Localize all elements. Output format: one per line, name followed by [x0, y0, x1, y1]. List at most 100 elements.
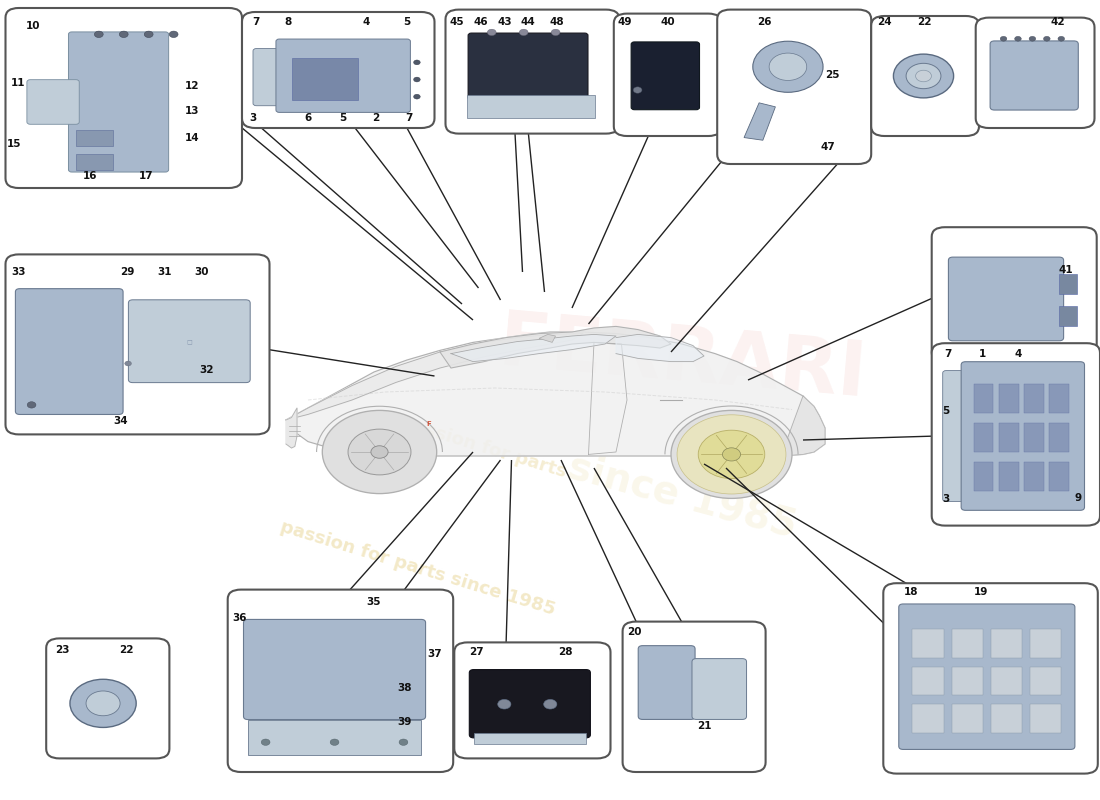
- Text: 11: 11: [10, 78, 25, 88]
- Text: 40: 40: [660, 17, 675, 26]
- Bar: [1059, 274, 1077, 294]
- Text: 4: 4: [1015, 350, 1022, 359]
- FancyBboxPatch shape: [46, 638, 169, 758]
- FancyBboxPatch shape: [899, 604, 1075, 750]
- Bar: [999, 423, 1019, 452]
- Circle shape: [70, 679, 136, 727]
- Text: passion for parts: passion for parts: [399, 414, 569, 482]
- Bar: [913, 704, 944, 733]
- Bar: [952, 704, 983, 733]
- Circle shape: [348, 429, 411, 475]
- Bar: [76, 154, 113, 170]
- Circle shape: [906, 63, 940, 89]
- Circle shape: [95, 31, 103, 38]
- Text: 33: 33: [11, 267, 26, 277]
- Circle shape: [322, 410, 437, 494]
- Text: 42: 42: [1050, 17, 1066, 26]
- Circle shape: [676, 414, 785, 494]
- Text: 45: 45: [449, 17, 464, 26]
- Bar: [1030, 630, 1062, 658]
- Bar: [1059, 306, 1077, 326]
- FancyBboxPatch shape: [943, 370, 966, 502]
- Text: 21: 21: [696, 721, 712, 730]
- FancyBboxPatch shape: [932, 343, 1100, 526]
- Text: 5: 5: [943, 406, 949, 416]
- Circle shape: [414, 77, 420, 82]
- FancyBboxPatch shape: [26, 80, 79, 124]
- Circle shape: [752, 42, 823, 92]
- Text: 7: 7: [253, 18, 260, 27]
- FancyBboxPatch shape: [638, 646, 695, 719]
- Text: 31: 31: [157, 267, 173, 277]
- Bar: [952, 630, 983, 658]
- Text: 5: 5: [404, 18, 410, 27]
- Text: 47: 47: [821, 142, 836, 152]
- FancyBboxPatch shape: [469, 33, 588, 100]
- Bar: [1024, 423, 1044, 452]
- Bar: [293, 58, 358, 101]
- Circle shape: [634, 87, 642, 94]
- FancyBboxPatch shape: [470, 670, 591, 738]
- Text: ◻: ◻: [186, 338, 192, 344]
- Text: 15: 15: [7, 139, 22, 149]
- Circle shape: [497, 699, 510, 709]
- Bar: [1024, 384, 1044, 414]
- Text: 49: 49: [617, 17, 632, 26]
- Bar: [999, 462, 1019, 491]
- Text: 39: 39: [397, 717, 412, 726]
- Text: 22: 22: [119, 645, 134, 654]
- Text: 36: 36: [232, 613, 248, 622]
- Circle shape: [144, 31, 153, 38]
- FancyBboxPatch shape: [990, 41, 1078, 110]
- Text: 25: 25: [825, 70, 840, 80]
- Bar: [974, 423, 993, 452]
- Text: 27: 27: [469, 647, 484, 657]
- Circle shape: [915, 70, 932, 82]
- Circle shape: [86, 691, 120, 716]
- Bar: [1049, 384, 1069, 414]
- Text: passion for parts since 1985: passion for parts since 1985: [278, 518, 558, 618]
- FancyBboxPatch shape: [129, 300, 250, 382]
- FancyBboxPatch shape: [242, 12, 434, 128]
- Text: 35: 35: [366, 597, 382, 606]
- Text: since 1985: since 1985: [563, 447, 801, 545]
- Text: 4: 4: [363, 18, 370, 27]
- Polygon shape: [744, 103, 775, 140]
- Bar: [1030, 666, 1062, 695]
- Bar: [991, 704, 1022, 733]
- Circle shape: [487, 29, 496, 35]
- Circle shape: [723, 448, 740, 461]
- Bar: [474, 733, 586, 744]
- Text: 20: 20: [627, 627, 642, 637]
- Circle shape: [1000, 36, 1006, 41]
- Circle shape: [893, 54, 954, 98]
- Bar: [991, 666, 1022, 695]
- Text: 46: 46: [473, 17, 488, 26]
- Text: 14: 14: [185, 133, 200, 142]
- FancyBboxPatch shape: [614, 14, 722, 136]
- Polygon shape: [440, 326, 671, 368]
- FancyBboxPatch shape: [253, 49, 279, 106]
- Circle shape: [261, 739, 270, 746]
- Bar: [974, 462, 993, 491]
- Text: 13: 13: [185, 106, 200, 116]
- Text: 32: 32: [199, 365, 214, 374]
- Polygon shape: [539, 334, 556, 342]
- FancyBboxPatch shape: [883, 583, 1098, 774]
- Circle shape: [1014, 36, 1021, 41]
- Text: 29: 29: [120, 267, 135, 277]
- FancyBboxPatch shape: [6, 254, 270, 434]
- Bar: [1049, 423, 1069, 452]
- FancyBboxPatch shape: [948, 257, 1064, 341]
- Circle shape: [28, 402, 36, 408]
- Text: 10: 10: [25, 22, 41, 31]
- FancyBboxPatch shape: [871, 16, 979, 136]
- Circle shape: [371, 446, 388, 458]
- FancyBboxPatch shape: [454, 642, 610, 758]
- Text: F: F: [427, 421, 431, 426]
- Bar: [1049, 462, 1069, 491]
- Circle shape: [769, 53, 806, 81]
- Bar: [1024, 462, 1044, 491]
- FancyBboxPatch shape: [961, 362, 1085, 510]
- FancyBboxPatch shape: [243, 619, 426, 719]
